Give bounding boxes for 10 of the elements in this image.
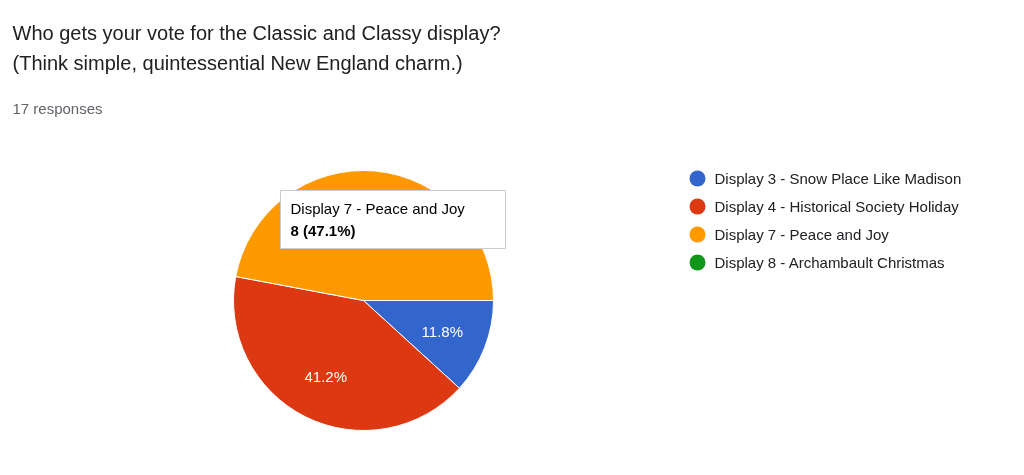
- legend-label: Display 3 - Snow Place Like Madison: [714, 170, 962, 187]
- legend-label: Display 7 - Peace and Joy: [714, 226, 890, 243]
- data-label: 41.2%: [304, 367, 348, 385]
- text: Display 7 - Peace and Joy: [290, 200, 466, 217]
- data-label: 11.8%: [421, 322, 463, 340]
- text: 8 (47.1%): [290, 222, 356, 239]
- legend-label: Display 4 - Historical Society Holiday: [714, 198, 960, 215]
- text: 17 responses: [12, 100, 103, 117]
- chart-title: Who gets your vote for the Classic and Classy display? (Think simple, quintessential New England charm.): [12, 21, 501, 74]
- legend-label: Display 8 - Archambault Christmas: [714, 254, 945, 271]
